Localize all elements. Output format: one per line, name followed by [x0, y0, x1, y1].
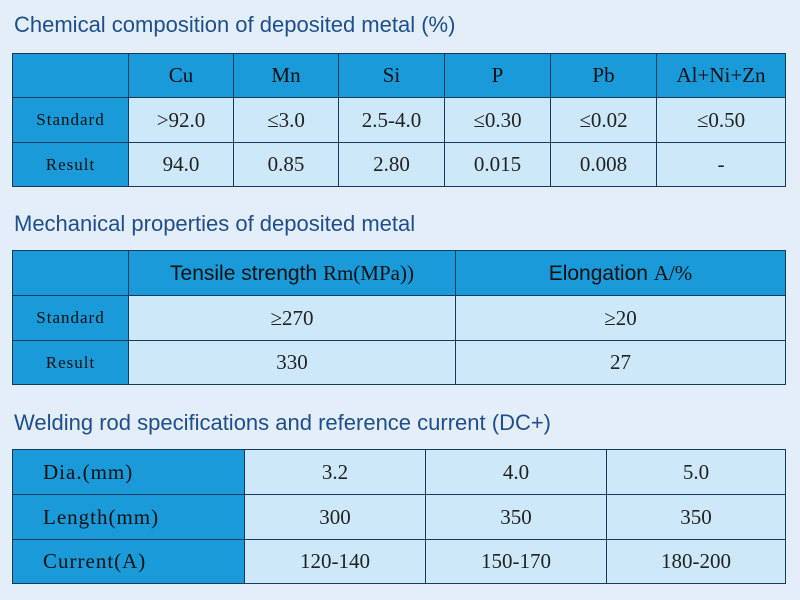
mechanical-header-blank: [12, 250, 129, 296]
chemical-standard-row: Standard >92.0 ≤3.0 2.5-4.0 ≤0.30 ≤0.02 …: [12, 97, 786, 143]
mechanical-result-elongation: 27: [455, 340, 786, 385]
welding-current-label: Current(A): [12, 539, 245, 584]
welding-length-label: Length(mm): [12, 494, 245, 540]
chemical-standard-si: 2.5-4.0: [338, 97, 445, 143]
chemical-result-p: 0.015: [444, 142, 551, 187]
chemical-composition-table: Cu Mn Si P Pb Al+Ni+Zn Standard >92.0 ≤3…: [12, 53, 786, 187]
chemical-header-mn: Mn: [233, 53, 339, 98]
mechanical-header-tensile: Tensile strength Rm(MPa)): [128, 250, 456, 296]
mechanical-standard-tensile: ≥270: [128, 295, 456, 341]
mechanical-standard-elongation: ≥20: [455, 295, 786, 341]
chemical-composition-title: Chemical composition of deposited metal …: [14, 12, 456, 37]
welding-specs-table: Dia.(mm) 3.2 4.0 5.0 Length(mm) 300 350 …: [12, 449, 786, 584]
welding-length-value-1: 300: [244, 494, 426, 540]
chemical-standard-pb: ≤0.02: [550, 97, 657, 143]
chemical-header-p: P: [444, 53, 551, 98]
chemical-result-row: Result 94.0 0.85 2.80 0.015 0.008 -: [12, 142, 786, 187]
mechanical-standard-row: Standard ≥270 ≥20: [12, 295, 786, 341]
chemical-standard-label: Standard: [12, 97, 129, 143]
welding-diameter-row: Dia.(mm) 3.2 4.0 5.0: [12, 449, 786, 495]
welding-current-value-1: 120-140: [244, 539, 426, 584]
mechanical-result-label: Result: [12, 340, 129, 385]
mechanical-result-row: Result 330 27: [12, 340, 786, 385]
welding-diameter-label: Dia.(mm): [12, 449, 245, 495]
chemical-result-cu: 94.0: [128, 142, 234, 187]
chemical-header-pb: Pb: [550, 53, 657, 98]
welding-diameter-value-1: 3.2: [244, 449, 426, 495]
chemical-standard-p: ≤0.30: [444, 97, 551, 143]
chemical-header-row: Cu Mn Si P Pb Al+Ni+Zn: [12, 53, 786, 98]
tensile-strength-unit: Rm(MPa)): [322, 260, 414, 285]
elongation-unit: A/%: [653, 260, 693, 285]
chemical-standard-alnizn: ≤0.50: [656, 97, 786, 143]
welding-length-value-2: 350: [425, 494, 607, 540]
chemical-result-mn: 0.85: [233, 142, 339, 187]
welding-current-value-2: 150-170: [425, 539, 607, 584]
welding-current-row: Current(A) 120-140 150-170 180-200: [12, 539, 786, 584]
chemical-result-alnizn: -: [656, 142, 786, 187]
chemical-result-label: Result: [12, 142, 129, 187]
welding-current-value-3: 180-200: [606, 539, 786, 584]
welding-length-row: Length(mm) 300 350 350: [12, 494, 786, 540]
mechanical-standard-label: Standard: [12, 295, 129, 341]
chemical-result-pb: 0.008: [550, 142, 657, 187]
chemical-header-alnizn: Al+Ni+Zn: [656, 53, 786, 98]
chemical-standard-cu: >92.0: [128, 97, 234, 143]
mechanical-header-elongation: Elongation A/%: [455, 250, 786, 296]
mechanical-header-row: Tensile strength Rm(MPa)) Elongation A/%: [12, 250, 786, 296]
welding-diameter-value-2: 4.0: [425, 449, 607, 495]
chemical-header-blank: [12, 53, 129, 98]
welding-specs-title: Welding rod specifications and reference…: [14, 410, 552, 435]
chemical-result-si: 2.80: [338, 142, 445, 187]
mechanical-properties-title: Mechanical properties of deposited metal: [14, 211, 416, 236]
welding-length-value-3: 350: [606, 494, 786, 540]
mechanical-properties-table: Tensile strength Rm(MPa)) Elongation A/%…: [12, 250, 786, 385]
mechanical-result-tensile: 330: [128, 340, 456, 385]
chemical-header-cu: Cu: [128, 53, 234, 98]
welding-diameter-value-3: 5.0: [606, 449, 786, 495]
elongation-label: Elongation: [548, 261, 654, 285]
chemical-standard-mn: ≤3.0: [233, 97, 339, 143]
chemical-header-si: Si: [338, 53, 445, 98]
tensile-strength-label: Tensile strength: [170, 261, 323, 285]
